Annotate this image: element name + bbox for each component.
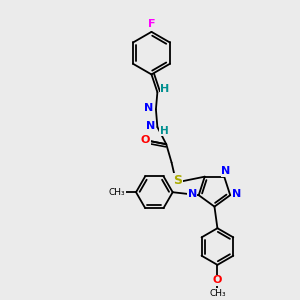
Text: O: O: [213, 275, 222, 285]
Text: CH₃: CH₃: [209, 289, 226, 298]
Text: N: N: [188, 189, 197, 199]
Text: N: N: [146, 121, 155, 130]
Text: S: S: [173, 174, 182, 187]
Text: N: N: [145, 103, 154, 113]
Text: N: N: [232, 189, 241, 199]
Text: CH₃: CH₃: [109, 188, 125, 197]
Text: H: H: [160, 84, 170, 94]
Text: N: N: [221, 166, 231, 176]
Text: H: H: [160, 126, 168, 136]
Text: F: F: [148, 19, 156, 28]
Text: O: O: [141, 135, 150, 145]
